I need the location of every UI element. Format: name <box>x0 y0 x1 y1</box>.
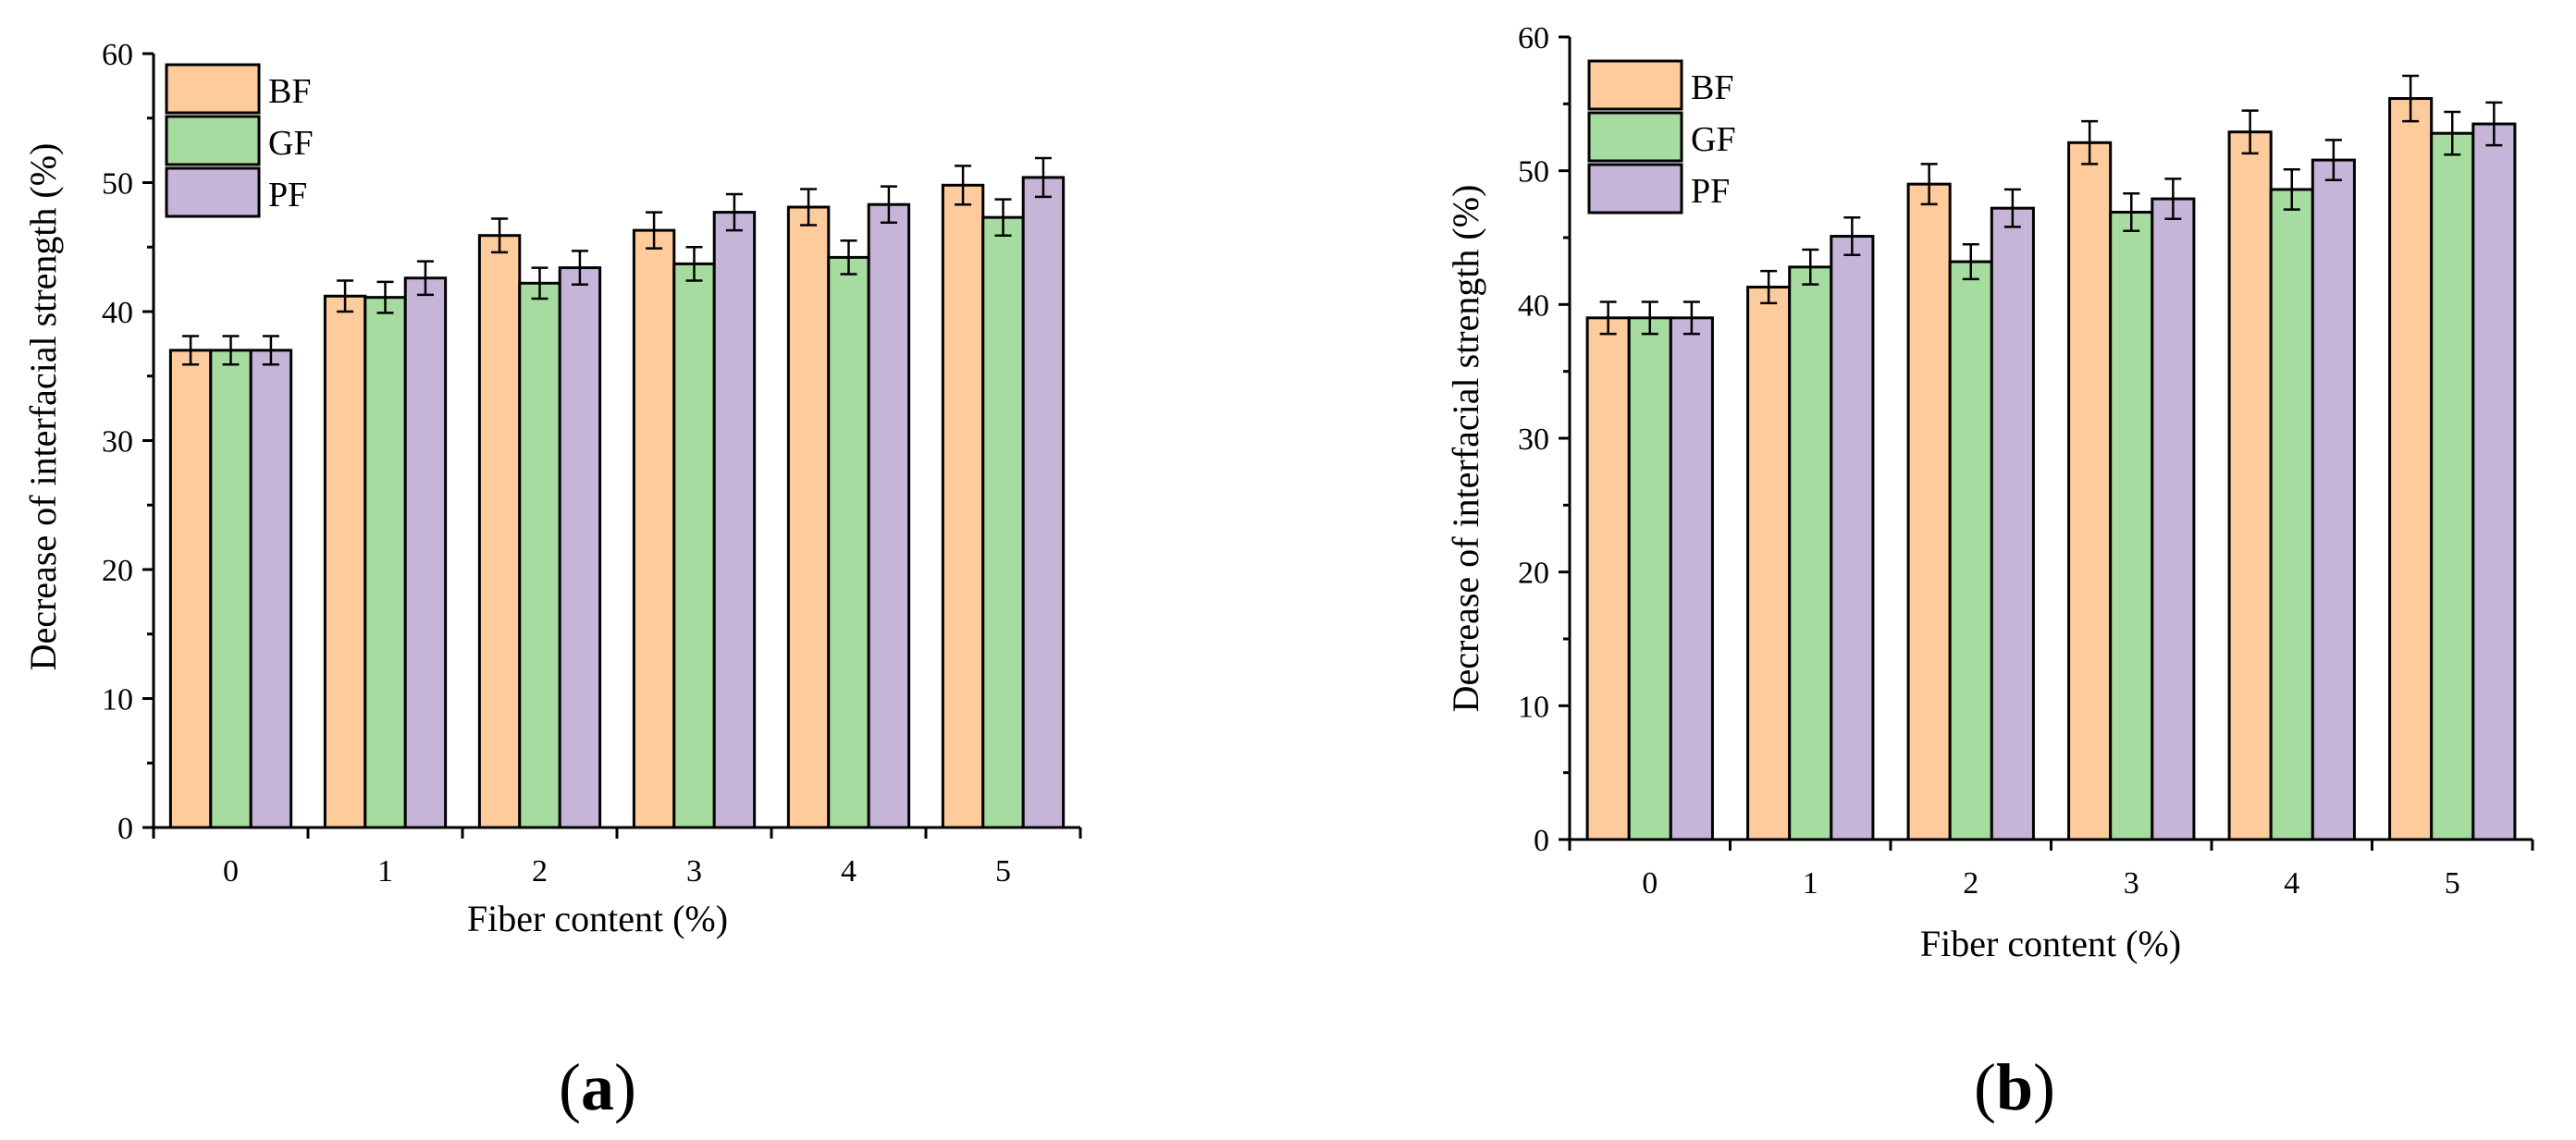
y-tick-label-b-60: 60 <box>1518 21 1549 55</box>
bar-b-bf-5 <box>2388 97 2434 841</box>
legend-swatch-a-pf <box>165 166 261 218</box>
bar-b-gf-4 <box>2269 188 2314 841</box>
x-tick-label-b-0: 0 <box>1642 866 1658 901</box>
x-tick-label-b-5: 5 <box>2445 866 2460 901</box>
x-tick-label-b-4: 4 <box>2284 866 2299 901</box>
legend-swatch-a-gf <box>165 115 261 166</box>
bar-a-bf-4 <box>786 205 831 829</box>
x-tick-label-a-5: 5 <box>995 854 1011 889</box>
bar-b-pf-2 <box>1990 206 2035 841</box>
legend-swatch-b-pf <box>1587 163 1683 215</box>
panel-label-a: (a) <box>559 1050 636 1124</box>
bar-b-pf-3 <box>2151 197 2196 841</box>
legend-swatch-a-bf <box>165 63 261 115</box>
bar-b-bf-1 <box>1746 286 1792 841</box>
bar-b-gf-1 <box>1788 265 1833 841</box>
bar-b-gf-3 <box>2109 211 2154 841</box>
bar-b-gf-0 <box>1627 316 1672 841</box>
panel-label-b-open: ( <box>1974 1050 1996 1124</box>
bar-b-pf-0 <box>1669 316 1714 841</box>
bar-a-gf-4 <box>827 255 870 829</box>
bar-a-pf-4 <box>867 202 911 829</box>
y-tick-label-a-30: 30 <box>102 425 133 460</box>
bar-a-gf-3 <box>672 262 716 829</box>
chart-panel-a: 0 10 20 30 40 50 60 0 1 2 3 4 5 BF GF PF Decrease of in… <box>22 38 1082 1124</box>
y-tick-label-a-50: 50 <box>102 167 133 202</box>
y-tick-label-b-50: 50 <box>1518 155 1549 190</box>
bar-a-pf-0 <box>249 349 293 829</box>
bar-a-bf-0 <box>168 349 213 829</box>
x-tick-label-a-3: 3 <box>686 854 702 889</box>
y-tick-label-b-0: 0 <box>1534 824 1549 858</box>
legend-label-a-gf: GF <box>268 124 314 163</box>
x-tick-label-a-4: 4 <box>841 854 857 889</box>
y-tick-label-a-60: 60 <box>102 38 133 72</box>
bar-a-bf-1 <box>323 294 367 829</box>
bar-b-bf-2 <box>1906 182 1952 841</box>
panel-label-b: (b) <box>1974 1050 2055 1124</box>
legend-label-a-bf: BF <box>268 72 311 111</box>
panel-label-b-close: ) <box>2033 1050 2055 1124</box>
panel-label-a-close: ) <box>614 1050 636 1124</box>
legend-label-b-bf: BF <box>1691 68 1733 107</box>
x-tick-label-a-0: 0 <box>223 854 239 889</box>
legend-label-b-pf: PF <box>1691 172 1730 211</box>
panel-label-a-open: ( <box>559 1050 581 1124</box>
y-tick-label-a-40: 40 <box>102 296 133 330</box>
bar-a-pf-3 <box>712 211 757 829</box>
bar-a-gf-5 <box>981 215 1025 829</box>
legend-swatch-b-gf <box>1587 111 1683 163</box>
bar-b-gf-5 <box>2430 131 2475 841</box>
bar-b-pf-5 <box>2471 122 2517 841</box>
legend-swatch-b-bf <box>1587 59 1683 111</box>
bar-a-pf-2 <box>558 266 602 829</box>
panel-label-a-letter: a <box>581 1050 614 1124</box>
x-tick-label-a-1: 1 <box>377 854 393 889</box>
y-axis-title-a: Decrease of interfacial strength (%) <box>22 143 64 671</box>
panel-label-b-letter: b <box>1996 1050 2033 1124</box>
bar-a-bf-2 <box>477 234 522 829</box>
bar-b-bf-4 <box>2227 130 2273 841</box>
bar-a-bf-3 <box>632 228 676 829</box>
x-axis-title-a: Fiber content (%) <box>467 898 728 939</box>
y-tick-label-a-10: 10 <box>102 683 133 717</box>
x-tick-label-b-2: 2 <box>1963 866 1978 901</box>
x-tick-label-b-3: 3 <box>2124 866 2139 901</box>
legend-label-b-gf: GF <box>1691 120 1736 159</box>
bar-b-bf-0 <box>1585 316 1631 841</box>
y-tick-label-b-40: 40 <box>1518 288 1549 323</box>
bar-a-pf-1 <box>403 276 448 829</box>
bar-a-gf-0 <box>209 349 253 829</box>
bar-a-pf-5 <box>1021 176 1066 829</box>
bar-b-pf-1 <box>1830 235 1875 841</box>
y-tick-label-a-0: 0 <box>117 812 133 846</box>
x-tick-label-a-2: 2 <box>532 854 548 889</box>
bar-b-gf-2 <box>1948 260 1993 841</box>
x-axis-title-b: Fiber content (%) <box>1920 923 2181 964</box>
x-tick-label-b-1: 1 <box>1803 866 1818 901</box>
bar-b-pf-4 <box>2311 158 2356 841</box>
bar-a-bf-5 <box>941 183 985 829</box>
y-tick-label-b-10: 10 <box>1518 690 1549 724</box>
bar-a-gf-1 <box>364 296 407 829</box>
chart-panel-b: 0 10 20 30 40 50 60 0 1 2 3 4 5 BF GF PF Decrease of in… <box>1445 21 2534 1124</box>
bar-a-gf-2 <box>518 281 561 829</box>
legend-label-a-pf: PF <box>268 176 307 215</box>
y-tick-label-b-30: 30 <box>1518 423 1549 457</box>
bar-b-bf-3 <box>2067 141 2113 841</box>
y-axis-title-b: Decrease of interfacial strength (%) <box>1445 185 1486 713</box>
y-tick-label-b-20: 20 <box>1518 557 1549 591</box>
y-tick-label-a-20: 20 <box>102 554 133 588</box>
